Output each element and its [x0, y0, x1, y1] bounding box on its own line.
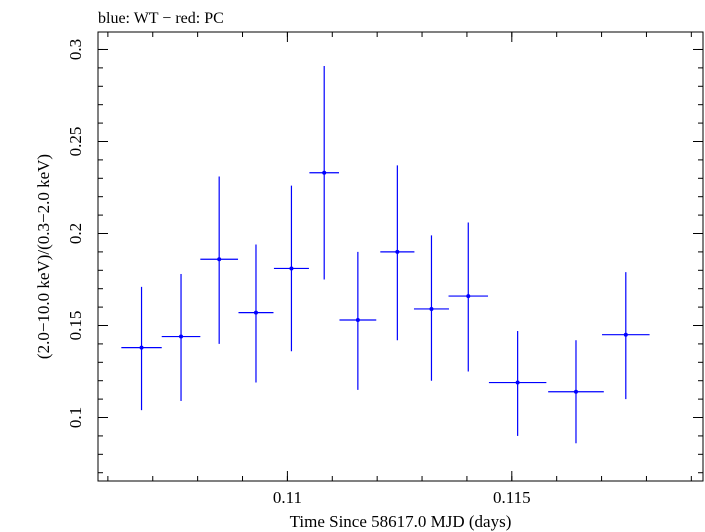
data-point — [548, 340, 604, 444]
y-tick-label: 0.15 — [66, 311, 85, 341]
point-marker — [466, 294, 471, 299]
point-marker — [179, 334, 184, 339]
data-point — [121, 286, 162, 411]
data-point — [161, 273, 201, 401]
x-axis-ticks: 0.11 0.115 — [107, 32, 692, 507]
data-point — [413, 235, 449, 381]
y-tick-label: 0.25 — [66, 127, 85, 157]
point-marker — [573, 389, 578, 394]
point-marker — [623, 332, 628, 337]
data-point — [273, 185, 309, 352]
data-point — [448, 222, 489, 372]
data-point — [488, 331, 547, 436]
y-tick-label: 0.3 — [66, 39, 85, 60]
chart-title: blue: WT − red: PC — [98, 10, 224, 27]
data-point — [200, 176, 239, 344]
y-tick-label: 0.1 — [66, 407, 85, 428]
data-point — [339, 251, 377, 390]
y-tick-label: 0.2 — [66, 223, 85, 244]
data-point — [602, 272, 650, 400]
x-tick-label: 0.115 — [493, 488, 531, 507]
x-axis-label: Time Since 58617.0 MJD (days) — [290, 512, 512, 531]
point-marker — [395, 249, 400, 254]
data-point — [238, 244, 274, 383]
point-marker — [217, 257, 222, 262]
point-marker — [355, 317, 360, 322]
plot-frame — [97, 31, 704, 482]
point-marker — [253, 310, 258, 315]
point-marker — [322, 170, 327, 175]
point-marker — [429, 306, 434, 311]
point-marker — [289, 266, 294, 271]
point-marker — [139, 345, 144, 350]
y-axis-ticks: 0.1 0.15 0.2 0.25 0.3 — [66, 39, 703, 474]
x-tick-label: 0.11 — [273, 488, 302, 507]
y-axis-label: (2.0−10.0 keV)/(0.3−2.0 keV) — [34, 154, 53, 359]
data-points — [121, 66, 650, 444]
data-point — [380, 165, 415, 341]
point-marker — [515, 380, 520, 385]
data-point — [309, 66, 340, 280]
